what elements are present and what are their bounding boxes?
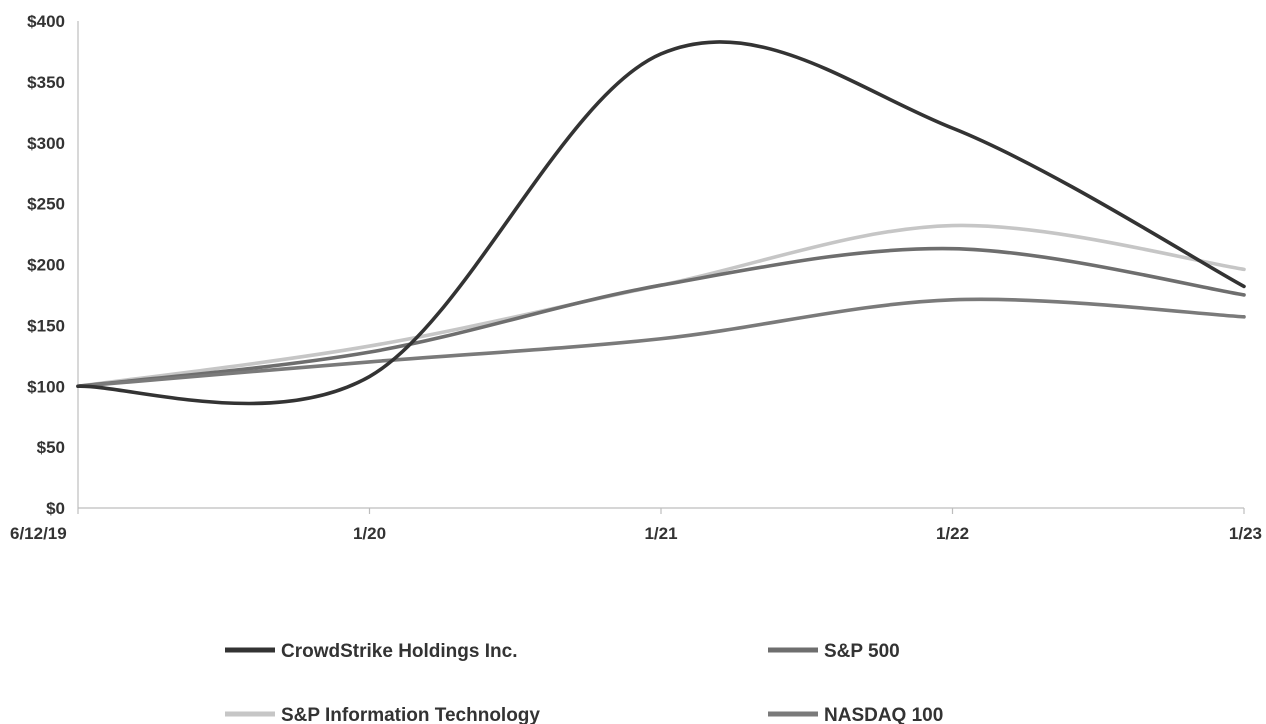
y-tick-label: $250 — [27, 195, 65, 214]
y-tick-label: $0 — [46, 499, 65, 518]
x-tick-label: 6/12/19 — [10, 524, 67, 543]
legend-label-s-p-information-technology: S&P Information Technology — [281, 705, 540, 724]
series-line-crowdstrike-holdings-inc — [76, 40, 1246, 406]
series-line-s-p-500 — [76, 246, 1246, 389]
x-tick-label: 1/22 — [936, 524, 969, 543]
x-axis-tick-labels: 6/12/19 1/20 1/21 1/22 1/23 — [10, 524, 1262, 543]
chart-axes — [77, 21, 1245, 514]
x-tick-label: 1/23 — [1229, 524, 1262, 543]
x-tick-label: 1/20 — [353, 524, 386, 543]
legend-label-s-p-500: S&P 500 — [824, 641, 900, 662]
y-tick-label: $350 — [27, 73, 65, 92]
series-lines — [76, 40, 1246, 406]
legend-label-nasdaq-100: NASDAQ 100 — [824, 705, 943, 724]
y-axis-tick-labels: $0 $50 $100 $150 $200 $250 $300 $350 $400 — [27, 12, 65, 518]
series-line-nasdaq-100 — [76, 297, 1246, 389]
legend: CrowdStrike Holdings Inc. S&P 500 S&P Info… — [225, 641, 943, 724]
y-tick-label: $100 — [27, 377, 65, 396]
series-line-s-p-information-technology — [76, 223, 1246, 389]
x-tick-label: 1/21 — [644, 524, 677, 543]
y-tick-label: $200 — [27, 256, 65, 275]
legend-label-crowdstrike-holdings-inc: CrowdStrike Holdings Inc. — [281, 641, 517, 662]
y-tick-label: $400 — [27, 12, 65, 31]
y-tick-label: $50 — [37, 438, 65, 457]
y-tick-label: $150 — [27, 316, 65, 335]
y-tick-label: $300 — [27, 134, 65, 153]
